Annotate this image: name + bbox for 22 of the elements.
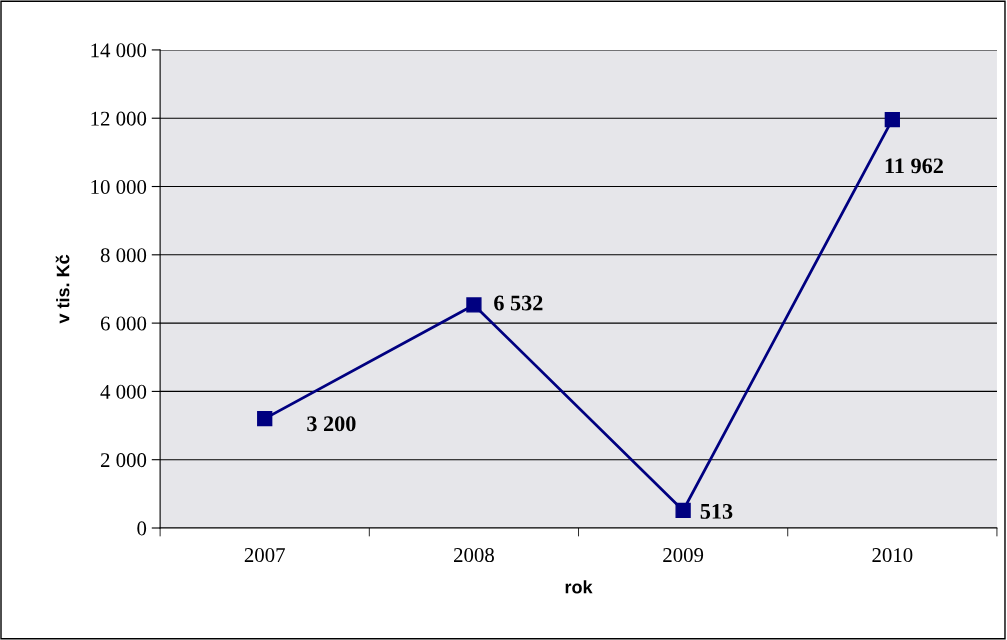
x-axis-title: rok xyxy=(565,580,593,594)
point xyxy=(257,411,273,427)
point xyxy=(884,111,900,128)
y-tick-label: 10 000 xyxy=(91,179,147,194)
y-tick-label: 8 000 xyxy=(100,248,147,263)
y-axis-title: v tis. Kč xyxy=(55,254,70,324)
y-tick-label: 12 000 xyxy=(91,111,147,126)
point xyxy=(466,297,482,313)
x-tick-label: 2010 xyxy=(872,548,913,563)
y-tick-label: 6 000 xyxy=(100,316,147,331)
point xyxy=(675,502,691,519)
y-tick-label: 4 000 xyxy=(100,384,147,399)
data-label: 513 xyxy=(700,503,733,519)
y-tick-label: 14 000 xyxy=(91,43,147,58)
x-tick-label: 2008 xyxy=(454,548,494,563)
y-tick-label: 2 000 xyxy=(100,453,147,468)
y-tick-label: 0 xyxy=(137,521,147,536)
x-tick-label: 2009 xyxy=(663,548,704,563)
data-label: 3 200 xyxy=(307,416,356,432)
x-tick-label: 2007 xyxy=(244,548,285,563)
data-label: 6 532 xyxy=(494,295,543,311)
data-label: 11 962 xyxy=(885,158,943,174)
